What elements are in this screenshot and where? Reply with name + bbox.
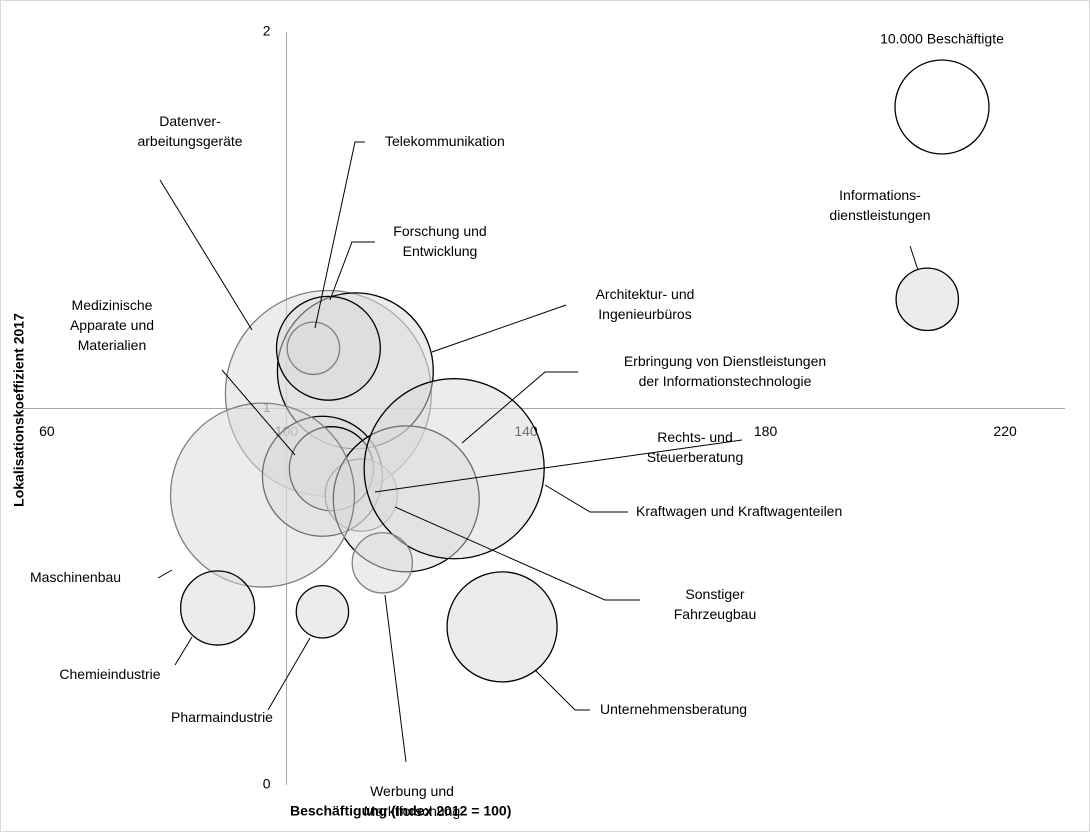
bubble-label: Werbung und Marktforschung	[364, 783, 460, 819]
y-axis-title: Lokalisationskoeffizient 2017	[11, 313, 27, 507]
leader-line	[267, 637, 311, 711]
bubble-label: Rechts- und Steuerberatung	[647, 429, 744, 465]
y-tick-label: 0	[263, 776, 271, 792]
bubble-label: Erbringung von Dienstleistungen der Infor…	[624, 353, 826, 389]
leader-line	[384, 594, 407, 763]
bubble-label: Forschung und Entwicklung	[393, 223, 486, 259]
leader-line	[544, 484, 628, 513]
leader-line	[174, 636, 193, 666]
leader-line	[221, 369, 296, 456]
y-tick-label: 2	[263, 23, 271, 39]
leader-line	[534, 669, 590, 711]
bubble-label: Architektur- und Ingenieurbüros	[596, 286, 695, 322]
size-legend-label: 10.000 Beschäftigte	[880, 31, 1004, 47]
bubble	[895, 267, 960, 332]
leader-line	[374, 439, 743, 493]
bubble-label: Telekommunikation	[385, 133, 505, 149]
bubble-label: Sonstiger Fahrzeugbau	[674, 586, 757, 622]
bubble	[363, 378, 545, 560]
x-tick-label: 220	[993, 423, 1017, 439]
bubble	[179, 570, 256, 646]
leader-line	[157, 569, 173, 579]
bubble-label: Pharmaindustrie	[171, 709, 273, 725]
size-legend-bubble	[894, 59, 990, 155]
bubble-label: Kraftwagen und Kraftwagenteilen	[636, 503, 842, 519]
bubble-label: Chemieindustrie	[59, 666, 160, 682]
bubble-label: Maschinenbau	[30, 569, 121, 585]
leader-line	[909, 245, 919, 271]
leader-line	[461, 371, 578, 444]
bubble	[286, 321, 341, 376]
leader-line	[431, 304, 567, 353]
bubble	[446, 571, 558, 683]
x-tick-label: 60	[39, 423, 55, 439]
bubble	[169, 402, 356, 588]
bubble-label: Unternehmensberatung	[600, 701, 747, 717]
bubble	[351, 532, 414, 594]
bubble-label: Informations-dienstleistungen	[829, 187, 930, 223]
x-tick-label: 180	[754, 423, 778, 439]
leader-line	[314, 141, 365, 329]
bubble	[295, 584, 350, 639]
bubble-label: Datenver-arbeitungsgeräte	[137, 113, 242, 149]
x-axis-title: Beschäftigung (Index 2012 = 100)	[290, 803, 511, 819]
leader-line	[394, 506, 640, 601]
leader-line	[329, 241, 375, 301]
leader-line	[159, 179, 253, 331]
bubble-label: Medizinische Apparate und Materialien	[70, 297, 154, 353]
